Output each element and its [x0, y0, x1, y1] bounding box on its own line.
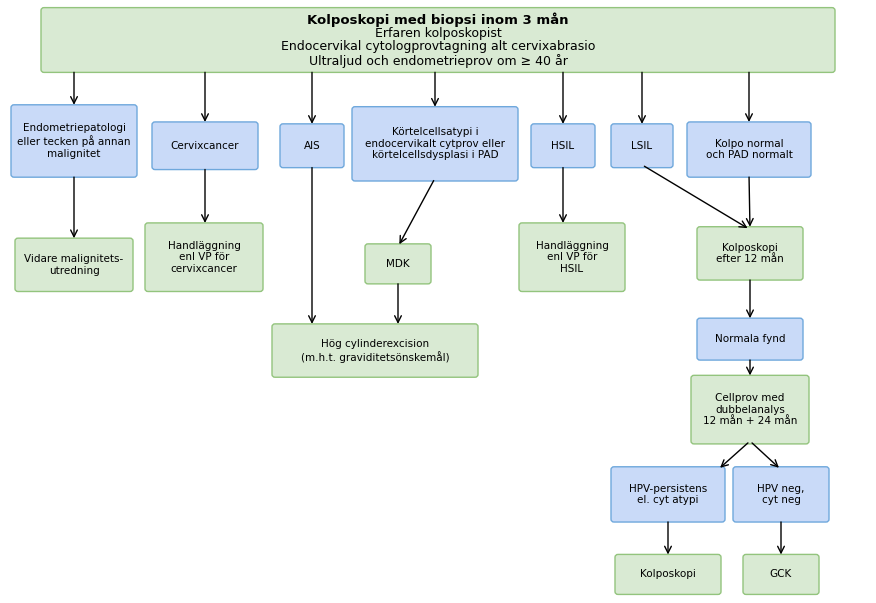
FancyBboxPatch shape — [743, 554, 819, 595]
FancyBboxPatch shape — [519, 223, 625, 291]
Text: Endocervikal cytologprovtagning alt cervixabrasio: Endocervikal cytologprovtagning alt cerv… — [281, 40, 595, 54]
FancyBboxPatch shape — [615, 554, 721, 595]
Text: HPV-persistens
el. cyt atypi: HPV-persistens el. cyt atypi — [629, 484, 707, 505]
FancyBboxPatch shape — [280, 124, 344, 168]
Text: MDK: MDK — [386, 259, 410, 269]
FancyBboxPatch shape — [365, 244, 431, 284]
Text: Kolposkopi: Kolposkopi — [640, 569, 696, 579]
FancyBboxPatch shape — [691, 375, 809, 444]
Text: Cervixcancer: Cervixcancer — [171, 140, 239, 151]
Text: HPV neg,
cyt neg: HPV neg, cyt neg — [758, 484, 805, 505]
FancyBboxPatch shape — [611, 124, 673, 168]
Text: Vidare malignitets-
utredning: Vidare malignitets- utredning — [25, 254, 124, 276]
Text: Ultraljud och endometrieprov om ≥ 40 år: Ultraljud och endometrieprov om ≥ 40 år — [308, 54, 568, 68]
FancyBboxPatch shape — [352, 107, 518, 181]
Text: AIS: AIS — [304, 140, 321, 151]
FancyBboxPatch shape — [611, 467, 725, 522]
Text: Kolposkopi med biopsi inom 3 mån: Kolposkopi med biopsi inom 3 mån — [307, 12, 569, 27]
Text: Handläggning
enl VP för
HSIL: Handläggning enl VP för HSIL — [535, 241, 609, 274]
Text: Körtelcellsatypi i
endocervikalt cytprov eller
körtelcellsdysplasi i PAD: Körtelcellsatypi i endocervikalt cytprov… — [365, 127, 505, 160]
FancyBboxPatch shape — [531, 124, 595, 168]
Text: LSIL: LSIL — [632, 140, 653, 151]
FancyBboxPatch shape — [15, 238, 133, 291]
Text: Endometriepatologi
eller tecken på annan
malignitet: Endometriepatologi eller tecken på annan… — [18, 123, 131, 159]
FancyBboxPatch shape — [145, 223, 263, 291]
Text: Handläggning
enl VP för
cervixcancer: Handläggning enl VP för cervixcancer — [167, 241, 240, 274]
FancyBboxPatch shape — [733, 467, 829, 522]
Text: Erfaren kolposkopist: Erfaren kolposkopist — [375, 27, 501, 40]
Text: Kolpo normal
och PAD normalt: Kolpo normal och PAD normalt — [705, 139, 793, 160]
FancyBboxPatch shape — [272, 324, 478, 377]
FancyBboxPatch shape — [687, 122, 811, 177]
FancyBboxPatch shape — [11, 105, 137, 177]
FancyBboxPatch shape — [697, 227, 803, 280]
FancyBboxPatch shape — [152, 122, 258, 169]
Text: HSIL: HSIL — [551, 140, 575, 151]
Text: GCK: GCK — [770, 569, 792, 579]
Text: Kolposkopi
efter 12 mån: Kolposkopi efter 12 mån — [716, 242, 784, 264]
FancyBboxPatch shape — [697, 318, 803, 360]
FancyBboxPatch shape — [41, 8, 835, 72]
Text: Normala fynd: Normala fynd — [715, 334, 785, 344]
Text: Cellprov med
dubbelanalys
12 mån + 24 mån: Cellprov med dubbelanalys 12 mån + 24 må… — [703, 393, 797, 426]
Text: Hög cylinderexcision
(m.h.t. graviditetsönskemål): Hög cylinderexcision (m.h.t. graviditets… — [300, 339, 449, 362]
